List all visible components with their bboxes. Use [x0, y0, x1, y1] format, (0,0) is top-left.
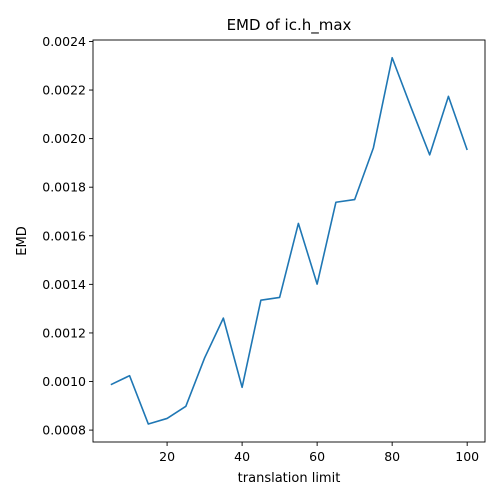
plot-area	[92, 39, 486, 443]
y-axis-label: EMD	[15, 226, 30, 255]
x-tick-label: 100	[455, 449, 479, 464]
x-axis: 20 40 60 80 100	[159, 442, 479, 464]
y-axis: 0.0008 0.0010 0.0012 0.0014 0.0016 0.0018 0.00…	[42, 34, 93, 438]
y-tick-label: 0.0008	[42, 423, 86, 438]
series-line	[110, 56, 468, 425]
x-tick-label: 60	[309, 449, 325, 464]
y-tick-label: 0.0010	[42, 374, 86, 389]
y-tick-label: 0.0024	[42, 34, 86, 49]
y-tick-label: 0.0022	[42, 83, 86, 98]
plot-frame	[92, 39, 486, 443]
y-tick-label: 0.0018	[42, 180, 86, 195]
y-tick-label: 0.0020	[42, 131, 86, 146]
x-tick-label: 20	[159, 449, 175, 464]
x-axis-label: translation limit	[238, 471, 341, 486]
x-tick-label: 40	[234, 449, 250, 464]
chart-title: EMD of ic.h_max	[227, 16, 352, 35]
y-tick-label: 0.0016	[42, 228, 86, 243]
y-tick-label: 0.0014	[42, 277, 86, 292]
y-tick-label: 0.0012	[42, 325, 86, 340]
x-tick-label: 80	[384, 449, 400, 464]
